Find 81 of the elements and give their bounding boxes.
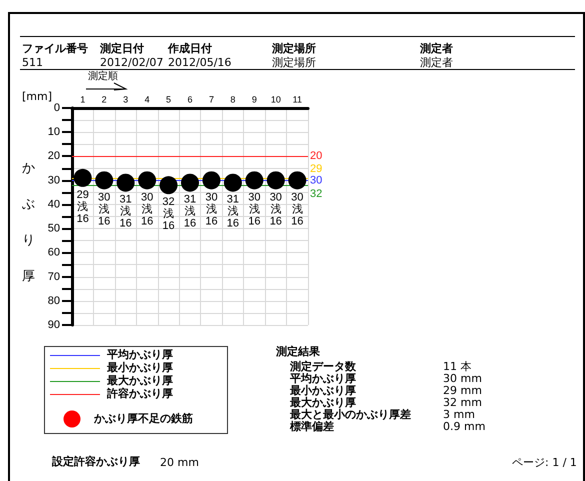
point — [138, 171, 156, 190]
point — [224, 174, 242, 192]
x-tick-label: 4 — [144, 94, 150, 104]
text: 0.9 mm — [443, 420, 486, 433]
x-tick-label: 9 — [252, 94, 257, 104]
y-tick-label: 40 — [48, 198, 60, 210]
x-tick-label: 11 — [292, 94, 302, 104]
text: 2012/02/07 — [100, 56, 164, 69]
text: 3 mm — [443, 408, 475, 421]
data-label: 30 浅 16 — [140, 191, 154, 228]
text: 511 — [22, 56, 43, 69]
text: 平均かぶり厚 — [290, 372, 356, 385]
x-tick-label: 5 — [166, 94, 172, 104]
data-label: 30 浅 16 — [205, 191, 218, 228]
point — [202, 171, 220, 190]
x-axis-title: 測定順 — [88, 71, 118, 83]
data-label: 31 浅 16 — [184, 194, 196, 230]
text: 測定日付 — [100, 42, 144, 55]
y-tick-label: 70 — [48, 270, 60, 283]
x-tick-label: 1 — [80, 94, 86, 104]
text: 20 mm — [160, 456, 199, 469]
text: 測定結果 — [276, 345, 320, 358]
ref-line-label: 29 — [310, 162, 322, 175]
y-tick-label: 20 — [48, 150, 60, 162]
x-tick-label: 3 — [123, 94, 128, 104]
data-label: 32 浅 16 — [162, 196, 175, 232]
data-label: 30 浅 16 — [98, 191, 110, 228]
text: 11 本 — [443, 360, 472, 373]
text: 測定場所 — [272, 42, 316, 55]
point — [288, 171, 306, 190]
x-tick-label: 6 — [187, 94, 193, 104]
point — [266, 171, 285, 190]
x-tick-label: 2 — [102, 94, 107, 104]
text: 32 mm — [443, 396, 482, 409]
text: 設定許容かぶり厚 — [52, 455, 140, 468]
text: 測定者 — [420, 56, 453, 69]
ref-line-label: 30 — [310, 174, 322, 186]
text: かぶり厚 — [22, 161, 35, 284]
text: 30 mm — [443, 372, 482, 385]
text: 作成日付 — [168, 42, 212, 55]
text: ページ: 1 / 1 — [512, 456, 577, 469]
text: 最大かぶり厚 — [290, 396, 356, 409]
y-tick-label: 30 — [48, 174, 60, 186]
y-tick-label: 50 — [48, 222, 60, 235]
text: 測定場所 — [272, 56, 316, 69]
x-tick-label: 10 — [270, 94, 281, 104]
y-tick-label: 0 — [54, 102, 60, 114]
point — [160, 176, 178, 194]
point — [74, 168, 92, 187]
y-tick-label: 80 — [48, 294, 60, 307]
text: ファイル番号 — [22, 42, 88, 55]
text: 平均かぶり厚 — [107, 348, 173, 361]
point — [181, 174, 199, 192]
data-label: 30 浅 16 — [291, 191, 304, 228]
point — [245, 171, 264, 190]
data-label: 29 浅 16 — [76, 188, 89, 225]
text: [mm] — [22, 90, 52, 103]
x-tick-label: 8 — [230, 94, 236, 104]
text: 測定データ数 — [290, 360, 356, 373]
ref-line-label: 32 — [310, 188, 322, 200]
text: 最大と最小のかぶり厚差 — [290, 408, 411, 421]
text: 2012/05/16 — [168, 56, 232, 69]
text: 最小かぶり厚 — [290, 384, 356, 397]
y-tick-label: 90 — [48, 319, 60, 331]
y-tick-label: 60 — [48, 246, 60, 259]
text: 標準偏差 — [290, 420, 334, 433]
data-label: 31 浅 16 — [226, 194, 240, 230]
y-tick-label: 10 — [48, 126, 60, 138]
point — [116, 174, 135, 192]
text: 最大かぶり厚 — [107, 374, 173, 387]
text: かぶり厚不足の鉄筋 — [94, 412, 193, 425]
text: 29 mm — [443, 384, 482, 397]
point — [95, 171, 114, 190]
x-tick-label: 7 — [208, 94, 214, 104]
data-label: 31 浅 16 — [120, 194, 132, 230]
ref-line-label: 20 — [310, 150, 322, 162]
data-label: 30 浅 16 — [248, 191, 260, 228]
text: 許容かぶり厚 — [107, 387, 173, 400]
text: 最小かぶり厚 — [107, 361, 173, 374]
text: 測定者 — [420, 42, 453, 55]
data-label: 30 浅 16 — [270, 191, 282, 228]
